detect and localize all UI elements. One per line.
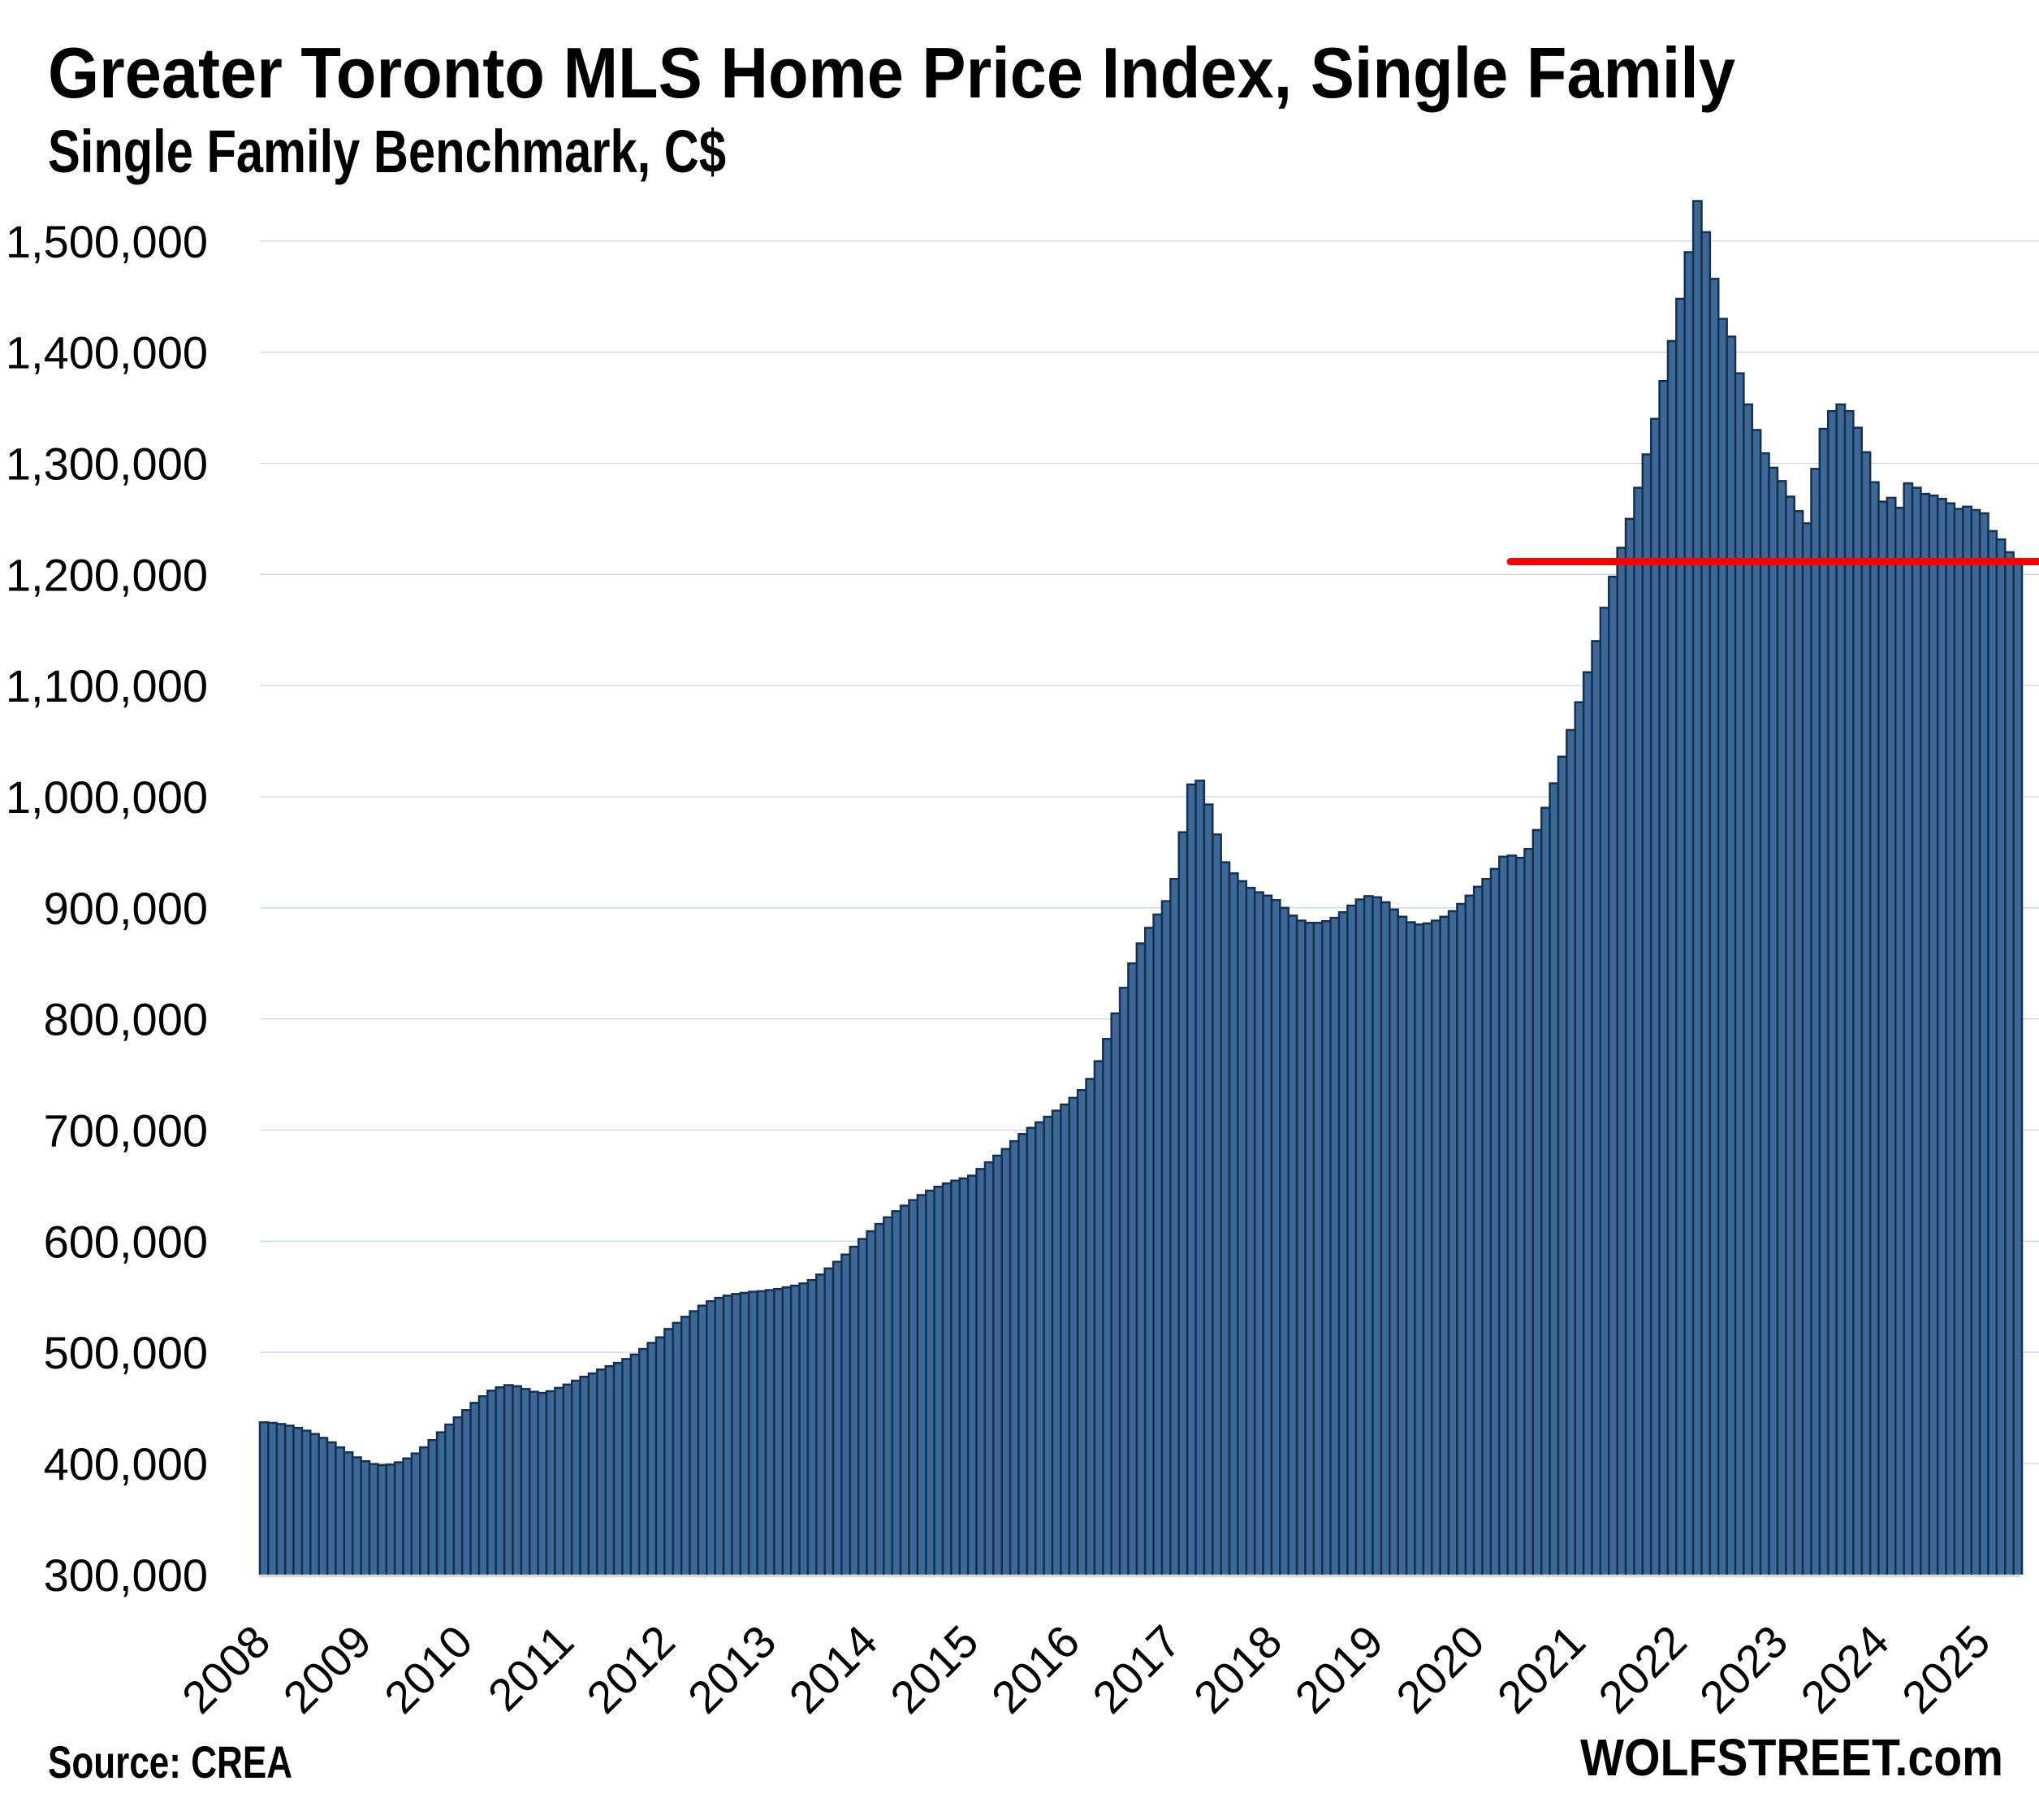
svg-text:700,000: 700,000 (44, 1105, 208, 1156)
svg-text:900,000: 900,000 (44, 883, 208, 934)
svg-text:400,000: 400,000 (44, 1438, 208, 1489)
svg-text:1,200,000: 1,200,000 (6, 549, 208, 600)
svg-text:1,100,000: 1,100,000 (6, 660, 208, 711)
svg-text:Single Family Benchmark, C$: Single Family Benchmark, C$ (48, 118, 726, 185)
svg-text:600,000: 600,000 (44, 1216, 208, 1267)
svg-text:Source: CREA: Source: CREA (48, 1736, 292, 1788)
svg-text:500,000: 500,000 (44, 1327, 208, 1378)
svg-text:WOLFSTREET.com: WOLFSTREET.com (1580, 1728, 2003, 1787)
svg-text:1,500,000: 1,500,000 (6, 216, 208, 267)
svg-text:300,000: 300,000 (44, 1550, 208, 1601)
svg-text:1,300,000: 1,300,000 (6, 439, 208, 490)
svg-text:1,400,000: 1,400,000 (6, 327, 208, 378)
svg-text:800,000: 800,000 (44, 994, 208, 1045)
svg-text:1,000,000: 1,000,000 (6, 772, 208, 823)
svg-text:Greater Toronto MLS Home Price: Greater Toronto MLS Home Price Index, Si… (48, 32, 1735, 113)
